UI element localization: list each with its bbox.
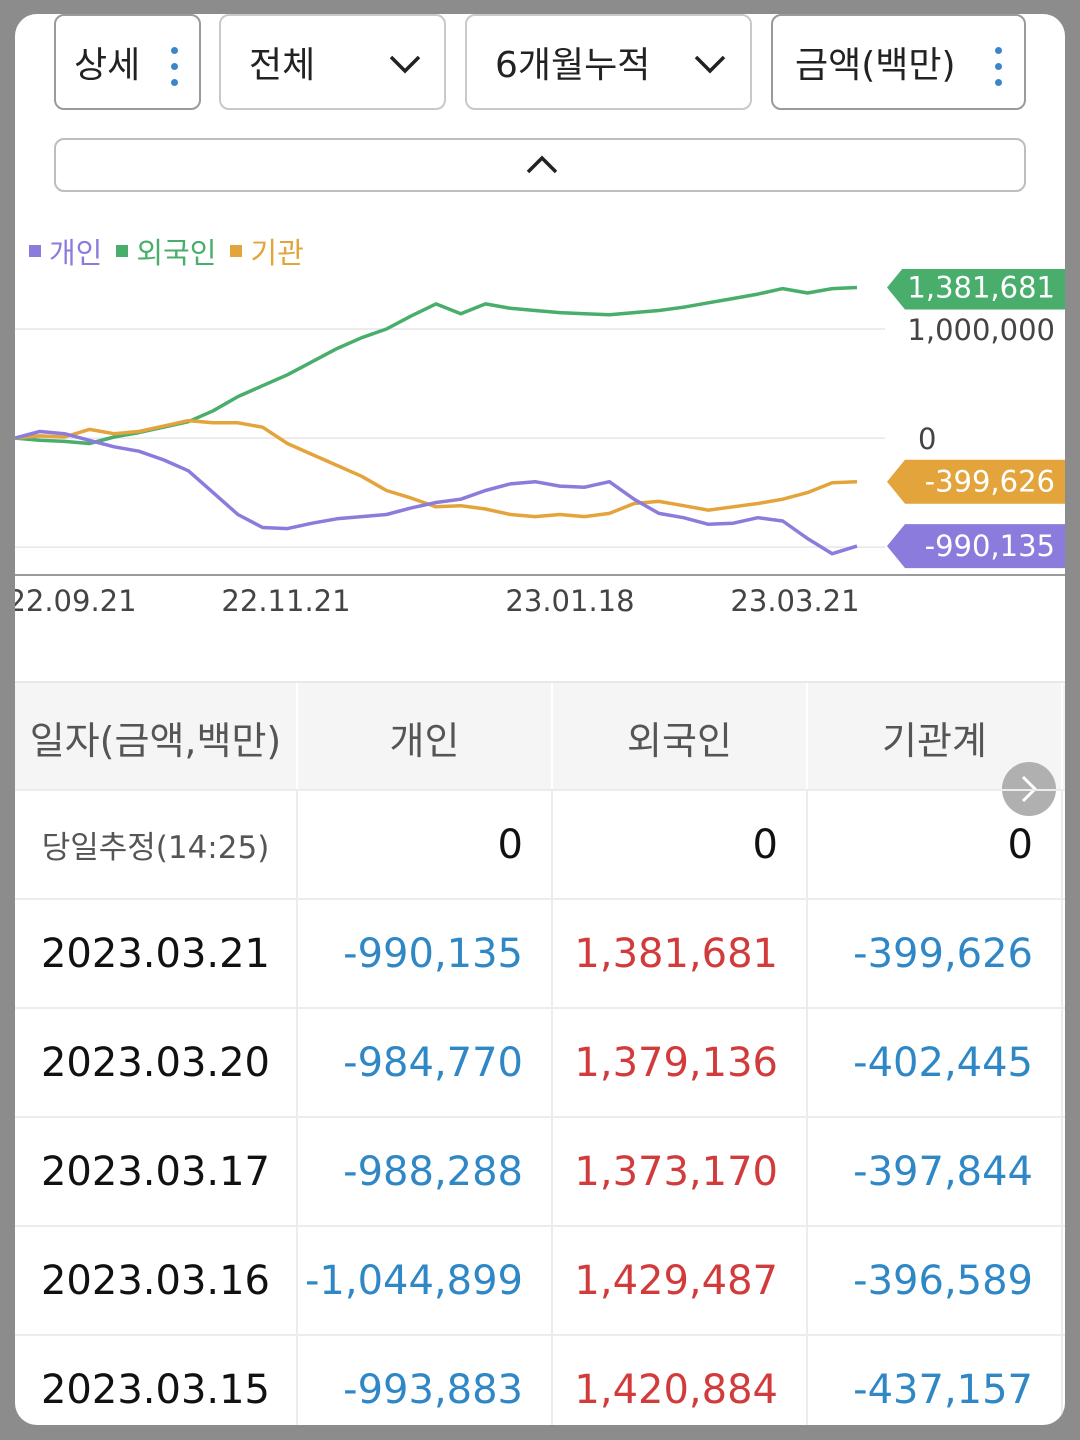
table-row[interactable]: 당일추정(14:25) 0 0 0 [15,789,1065,898]
end-value-label: 1,381,681 [887,269,1065,310]
series-line [15,429,858,556]
cell-foreign: 1,379,136 [553,1009,808,1116]
chevron-down-icon [694,55,726,74]
end-value-text: 1,381,681 [907,271,1055,305]
unit-select-label: 금액(백만) [795,45,956,86]
series-line [15,418,858,519]
column-header-date: 일자(금액,백만) [15,683,298,791]
investor-net-buy-chart[interactable]: 1,000,0000-1,000,00022.09.2122.11.2123.0… [15,269,1065,629]
end-value-text: -990,135 [925,529,1055,563]
chevron-up-icon [526,155,558,174]
series-line [15,285,858,446]
cell-date: 2023.03.16 [15,1227,298,1334]
chevron-down-icon [389,55,421,74]
table-row[interactable]: 2023.03.15 -993,883 1,420,884 -437,157 [15,1334,1065,1425]
cell-institution: -399,626 [808,900,1063,1007]
cell-date: 당일추정(14:25) [15,791,298,898]
cell-institution: -402,445 [808,1009,1063,1116]
end-value-flag [887,524,1065,569]
cell-foreign: 1,420,884 [553,1336,808,1425]
cell-foreign: 1,381,681 [553,900,808,1007]
table-row[interactable]: 2023.03.16 -1,044,899 1,429,487 -396,589 [15,1225,1065,1334]
unit-select[interactable]: 금액(백만) [771,14,1026,110]
x-tick-label: 23.01.18 [505,584,634,618]
cell-institution: -396,589 [808,1227,1063,1334]
legend-item-foreign: 외국인 [116,230,216,272]
collapse-chart-button[interactable] [54,138,1026,192]
period-select-label: 6개월누적 [495,45,651,86]
cell-institution: -437,157 [808,1336,1063,1425]
cell-date: 2023.03.21 [15,900,298,1007]
legend-item-institution: 기관 [230,230,304,272]
y-tick-label: 1,000,000 [907,313,1055,347]
scope-select-label: 전체 [249,45,316,86]
legend-item-individual: 개인 [29,230,102,272]
chart-legend: 개인 외국인 기관 [29,230,304,272]
x-tick-label: 22.11.21 [221,584,350,618]
cell-individual: -990,135 [298,900,553,1007]
y-tick-label: 0 [918,422,936,456]
cell-individual: -988,288 [298,1118,553,1225]
x-tick-label: 22.09.21 [15,584,137,618]
kebab-icon [171,47,178,86]
cell-individual: 0 [298,791,553,898]
cell-foreign: 1,429,487 [553,1227,808,1334]
cell-institution: -397,844 [808,1118,1063,1225]
legend-label: 기관 [250,236,304,270]
end-value-text: -399,626 [925,465,1055,499]
column-header-institution: 기관계 [808,683,1063,791]
cell-individual: -984,770 [298,1009,553,1116]
mode-select[interactable]: 상세 [54,14,201,110]
scope-select[interactable]: 전체 [219,14,446,110]
cell-individual: -1,044,899 [298,1227,553,1334]
legend-label: 외국인 [136,236,217,270]
x-tick-label: 23.03.21 [730,584,859,618]
legend-label: 개인 [49,236,103,270]
table-row[interactable]: 2023.03.17 -988,288 1,373,170 -397,844 [15,1116,1065,1225]
cell-date: 2023.03.20 [15,1009,298,1116]
investor-trend-card: 상세 전체 6개월누적 금액(백만) 개인 외국인 [15,14,1065,1425]
end-value-label: -399,626 [887,459,1065,504]
column-header-individual: 개인 [298,683,553,791]
cell-date: 2023.03.15 [15,1336,298,1425]
end-value-flag [887,269,1065,310]
end-value-label: -990,135 [887,524,1065,569]
cell-institution: 0 [808,791,1063,898]
column-header-foreign: 외국인 [553,683,808,791]
table-row[interactable]: 2023.03.20 -984,770 1,379,136 -402,445 [15,1007,1065,1116]
cell-foreign: 1,373,170 [553,1118,808,1225]
cell-date: 2023.03.17 [15,1118,298,1225]
table-header: 일자(금액,백만) 개인 외국인 기관계 [15,681,1065,791]
period-select[interactable]: 6개월누적 [465,14,752,110]
cell-individual: -993,883 [298,1336,553,1425]
cell-foreign: 0 [553,791,808,898]
end-value-flag [887,459,1065,504]
kebab-icon [995,47,1002,86]
mode-select-label: 상세 [74,45,141,86]
table-row[interactable]: 2023.03.21 -990,135 1,381,681 -399,626 [15,898,1065,1007]
